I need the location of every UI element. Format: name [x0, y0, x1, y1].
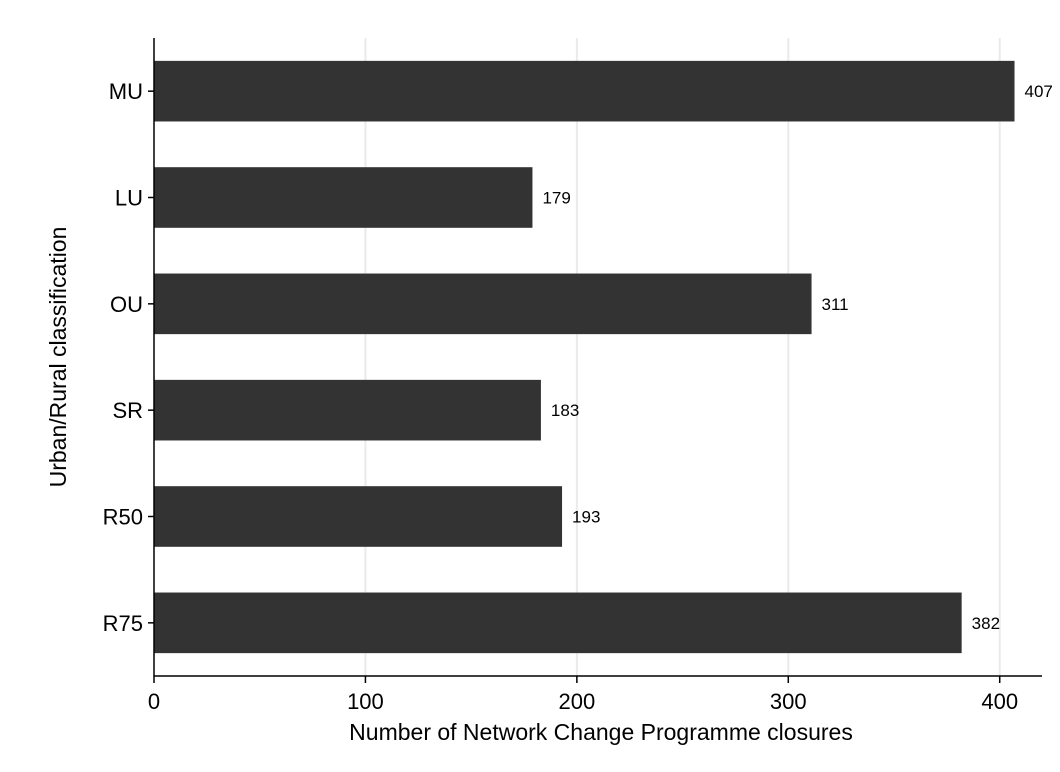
y-axis-title: Urban/Rural classification: [45, 227, 71, 488]
data-label: 179: [542, 189, 570, 208]
data-label: 382: [972, 614, 1000, 633]
category-label: SR: [112, 398, 143, 423]
labels: MU 407 LU 179 OU 311 SR 183 R50 193 R75 382 0 100 200 3…: [103, 79, 1053, 714]
bar-r75: [154, 592, 962, 654]
category-label: R75: [103, 611, 143, 636]
x-tick-label: 200: [558, 689, 595, 714]
x-axis-title: Number of Network Change Programme closu…: [349, 719, 853, 745]
category-label: R50: [103, 505, 143, 530]
bar-mu: [154, 60, 1015, 122]
bar-r50: [154, 486, 563, 547]
x-tick-label: 400: [981, 689, 1018, 714]
x-tick-label: 300: [770, 689, 807, 714]
data-label: 311: [822, 295, 849, 314]
axes: [148, 38, 1042, 683]
x-tick-label: 0: [148, 689, 160, 714]
bar-ou: [154, 273, 812, 335]
data-label: 183: [551, 401, 579, 420]
x-tick-label: 100: [347, 689, 384, 714]
category-label: LU: [115, 186, 143, 211]
gridlines: [364, 38, 1001, 676]
bar-lu: [154, 167, 533, 228]
category-label: OU: [110, 292, 143, 317]
data-label: 193: [572, 508, 600, 527]
bar-sr: [154, 379, 541, 441]
bars: [154, 60, 1015, 654]
data-label: 407: [1025, 82, 1053, 101]
category-label: MU: [109, 79, 143, 104]
